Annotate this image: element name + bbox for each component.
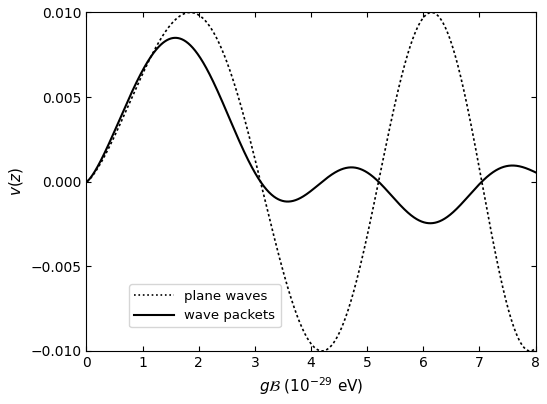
X-axis label: $g\mathcal{B}\;(10^{-29}$ eV$)$: $g\mathcal{B}\;(10^{-29}$ eV$)$: [259, 375, 363, 397]
Y-axis label: $v(z)$: $v(z)$: [7, 167, 25, 196]
Legend: plane waves, wave packets: plane waves, wave packets: [129, 284, 281, 327]
